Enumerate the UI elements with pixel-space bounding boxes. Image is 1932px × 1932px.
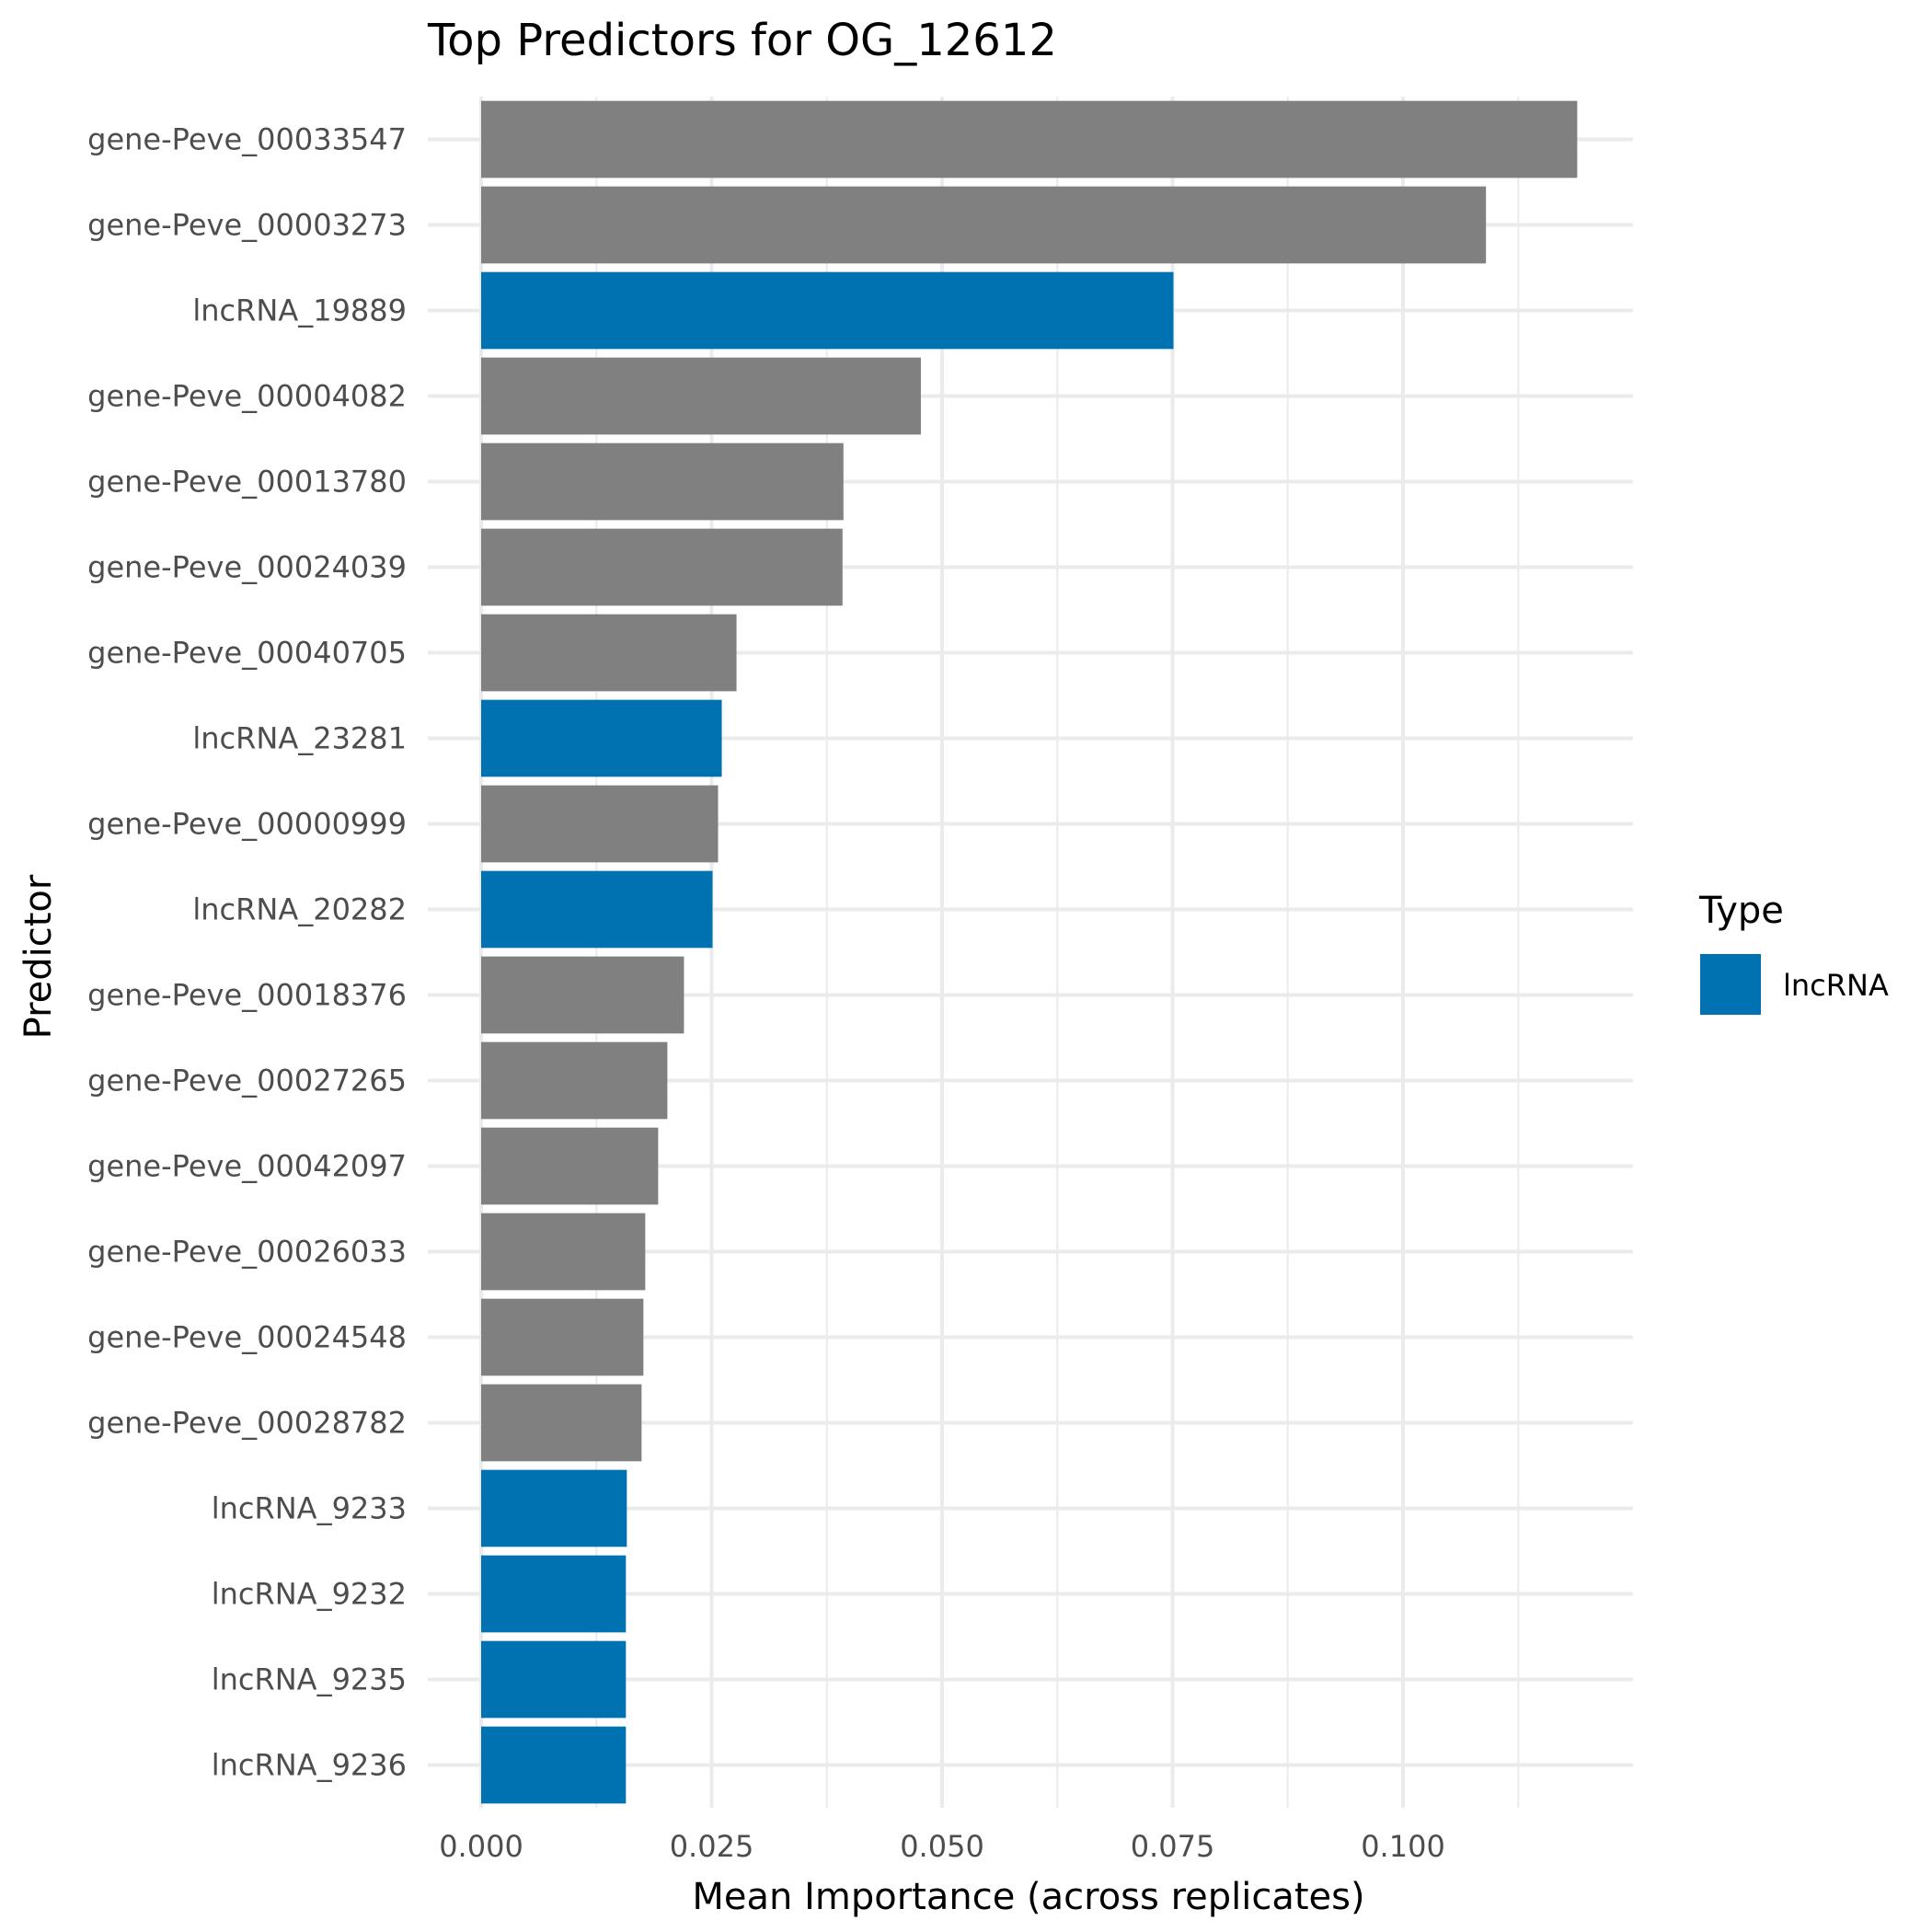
y-tick-labels: gene-Peve_00033547 gene-Peve_00003273 lncR… xyxy=(87,122,407,1783)
y-tick-label: gene-Peve_00003273 xyxy=(87,208,407,243)
bar-lncrna-9236 xyxy=(481,1726,627,1804)
y-tick-label: lncRNA_9236 xyxy=(212,1748,407,1783)
legend: Type lncRNA xyxy=(1698,890,1889,1015)
y-tick-label: gene-Peve_00033547 xyxy=(87,122,407,157)
y-tick-label: gene-Peve_00004082 xyxy=(87,379,407,414)
bar-gene-peve-00004082 xyxy=(481,357,921,435)
y-tick-label: gene-Peve_00027265 xyxy=(87,1064,407,1098)
x-tick-labels: 0.000 0.025 0.050 0.075 0.100 xyxy=(439,1829,1445,1864)
y-tick-label: gene-Peve_00018376 xyxy=(87,978,407,1013)
x-axis-title: Mean Importance (across replicates) xyxy=(692,1876,1364,1918)
bar-lncrna-20282 xyxy=(481,870,713,949)
x-tick-label: 0.050 xyxy=(900,1829,984,1864)
y-axis-title: Predictor xyxy=(17,874,60,1039)
y-tick-label: lncRNA_19889 xyxy=(192,293,407,328)
y-tick-label: lncRNA_9232 xyxy=(212,1577,407,1612)
y-tick-label: gene-Peve_00040705 xyxy=(87,636,407,671)
bar-gene-peve-00042097 xyxy=(481,1127,659,1205)
x-tick-label: 0.075 xyxy=(1131,1829,1215,1864)
bar-lncrna-23281 xyxy=(481,699,722,777)
bar-lncrna-9235 xyxy=(481,1640,627,1719)
x-tick-label: 0.000 xyxy=(439,1829,523,1864)
y-tick-label: lncRNA_9233 xyxy=(212,1491,407,1526)
bar-gene-peve-00003273 xyxy=(481,186,1487,264)
bar-gene-peve-00000999 xyxy=(481,785,719,863)
y-tick-label: lncRNA_20282 xyxy=(192,892,407,927)
bar-gene-peve-00028782 xyxy=(481,1384,642,1462)
y-tick-label: gene-Peve_00024548 xyxy=(87,1320,407,1355)
legend-swatch-lncrna xyxy=(1700,954,1761,1015)
bar-gene-peve-00026033 xyxy=(481,1213,646,1291)
y-tick-label: gene-Peve_00024039 xyxy=(87,550,407,585)
bar-gene-peve-00024039 xyxy=(481,528,843,606)
y-tick-label: gene-Peve_00013780 xyxy=(87,465,407,500)
bar-gene-peve-00013780 xyxy=(481,443,844,521)
y-tick-label: gene-Peve_00026033 xyxy=(87,1235,407,1270)
legend-label-lncrna: lncRNA xyxy=(1783,968,1889,1003)
bars xyxy=(481,100,1578,1804)
grid xyxy=(428,97,1633,1808)
y-tick-label: lncRNA_23281 xyxy=(192,721,407,756)
x-tick-label: 0.100 xyxy=(1361,1829,1445,1864)
bar-lncrna-19889 xyxy=(481,271,1174,350)
y-tick-label: gene-Peve_00028782 xyxy=(87,1406,407,1441)
bar-gene-peve-00027265 xyxy=(481,1041,668,1120)
chart-title: Top Predictors for OG_12612 xyxy=(427,15,1057,66)
bar-gene-peve-00018376 xyxy=(481,956,684,1034)
y-tick-label: gene-Peve_00000999 xyxy=(87,807,407,842)
bar-gene-peve-00024548 xyxy=(481,1298,644,1376)
legend-title: Type xyxy=(1698,890,1784,932)
bar-gene-peve-00033547 xyxy=(481,100,1578,178)
y-tick-label: gene-Peve_00042097 xyxy=(87,1149,407,1184)
bar-gene-peve-00040705 xyxy=(481,614,737,692)
bar-lncrna-9233 xyxy=(481,1469,627,1547)
y-tick-label: lncRNA_9235 xyxy=(212,1662,407,1697)
x-tick-label: 0.025 xyxy=(670,1829,754,1864)
bar-lncrna-9232 xyxy=(481,1555,627,1633)
